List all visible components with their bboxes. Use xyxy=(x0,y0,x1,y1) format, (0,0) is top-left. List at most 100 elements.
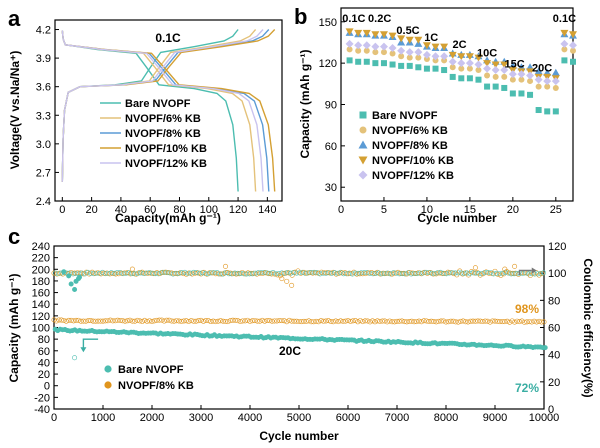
panel-c-capacity-point xyxy=(205,318,211,324)
panel-c-capacity-point xyxy=(134,317,140,323)
panel-c-capacity-point xyxy=(512,319,518,325)
panel-c-capacity-point xyxy=(492,318,498,324)
panel-b-point xyxy=(491,61,500,69)
panel-c-capacity-point xyxy=(166,317,172,323)
panel-b-ylabel: Capacity (mAh g⁻¹) xyxy=(298,49,312,158)
panel-b-point xyxy=(371,42,380,51)
panel-c-ce-point xyxy=(73,278,79,284)
panel-b-point xyxy=(414,36,423,44)
panel-b-ytick-label: 120 xyxy=(319,58,337,70)
panel-b-point xyxy=(535,107,542,114)
panel-c-ytick-right-label: 100 xyxy=(548,268,566,280)
panel-b-legend-marker xyxy=(358,170,368,180)
panel-c-ce-point xyxy=(274,272,280,278)
panel-c-rate-label: 20C xyxy=(279,344,301,358)
panel-c-ce-point xyxy=(466,272,472,278)
panel-c-ytick-right-label: 60 xyxy=(548,323,560,335)
panel-b-point xyxy=(551,68,560,76)
panel-b-point xyxy=(551,77,560,86)
panel-c-capacity-point xyxy=(127,317,133,323)
panel-a-xtick-label: 140 xyxy=(258,204,276,216)
panel-b-point xyxy=(517,70,526,79)
panel-b-point xyxy=(389,61,396,68)
panel-c-capacity-point xyxy=(254,318,260,324)
panel-c-capacity-point xyxy=(294,318,300,324)
panel-b-point xyxy=(500,66,509,75)
panel-c-capacity-point xyxy=(416,318,422,324)
panel-c-ytick-label: -20 xyxy=(34,392,50,404)
panel-c-ce-point xyxy=(502,266,508,272)
panel-c-xtick-label: 1000 xyxy=(91,412,115,424)
panel-c-capacity-point xyxy=(98,318,104,324)
panel-c-capacity-point xyxy=(95,318,101,324)
panel-c-ce-point xyxy=(488,270,494,276)
panel-b-point xyxy=(544,83,551,90)
panel-c-ce-point xyxy=(223,263,229,269)
panel-b-xtick-label: 10 xyxy=(421,204,433,216)
panel-c-capacity-point xyxy=(274,318,280,324)
panel-c-ce-point xyxy=(113,271,119,277)
panel-b-rate-label: 0.2C xyxy=(368,13,391,25)
panel-c-capacity-point xyxy=(267,318,273,324)
panel-c-capacity-point xyxy=(112,318,118,324)
panel-b-point xyxy=(458,65,465,72)
panel-c-left-axis-arrowhead xyxy=(80,347,87,353)
panel-b-point xyxy=(457,53,466,61)
panel-c-ce-point xyxy=(472,265,478,271)
panel-c-capacity-point xyxy=(542,345,548,351)
panel-b-point xyxy=(518,90,525,97)
panel-c-capacity-point xyxy=(122,318,128,324)
panel-c-capacity-point xyxy=(379,318,385,324)
panel-c-capacity-point xyxy=(120,318,126,324)
panel-c-capacity-point xyxy=(436,318,442,324)
panel-c-ce-point xyxy=(76,274,82,280)
panel-b-rate-label: 10C xyxy=(477,47,497,59)
panel-c-capacity-point xyxy=(281,318,287,324)
panel-c-capacity-point xyxy=(433,319,439,325)
panel-a-xlabel: Capacity(mAh g⁻¹) xyxy=(115,211,221,225)
panel-c-ytick-label: 140 xyxy=(32,299,50,311)
panel-b-legend-label: NVOPF/8% KB xyxy=(372,140,448,152)
panel-c-capacity-point xyxy=(303,318,309,324)
panel-c-capacity-point xyxy=(88,318,94,324)
panel-c-capacity-point xyxy=(531,318,537,324)
panel-b-legend-marker xyxy=(358,140,368,149)
panel-c-ce-point xyxy=(289,282,295,288)
panel-b-point xyxy=(379,42,388,51)
panel-c-ce-point xyxy=(468,269,474,275)
panel-b-point xyxy=(362,41,371,50)
panel-c-capacity-point xyxy=(340,318,346,324)
panel-c-capacity-point xyxy=(225,319,231,325)
panel-a-xtick-label: 20 xyxy=(85,204,97,216)
panel-c-capacity-point xyxy=(382,318,388,324)
panel-b-rate-label: 15C xyxy=(504,58,524,70)
panel-b-point xyxy=(422,50,431,59)
panel-b-xtick-label: 20 xyxy=(507,204,519,216)
panel-c-capacity-point xyxy=(178,318,184,324)
panel-b-point xyxy=(372,60,379,67)
panel-c-capacity-point xyxy=(316,319,322,325)
panel-c-ytick-label: -40 xyxy=(34,404,50,416)
panel-b-point xyxy=(355,58,362,65)
panel-c-capacity-point xyxy=(499,319,505,325)
panel-c-capacity-point xyxy=(230,317,236,323)
panel-b-point xyxy=(423,65,430,72)
panel-c-capacity-point xyxy=(357,318,363,324)
panel-c-capacity-point xyxy=(58,317,64,323)
panel-c-ce-point xyxy=(273,271,279,277)
panel-b-point xyxy=(561,57,568,64)
panel-c-capacity-point xyxy=(210,318,216,324)
panel-b-point xyxy=(406,62,413,69)
panel-b-point xyxy=(483,64,492,73)
panel-b-point xyxy=(458,75,465,82)
panel-b-point xyxy=(414,48,423,57)
panel-c-capacity-point xyxy=(467,318,473,324)
panel-a-frame xyxy=(54,19,283,202)
panel-c-ytick-right-label: 120 xyxy=(548,241,566,253)
panel-a-xtick-label: 100 xyxy=(200,204,218,216)
panel-c-ytick-label: 60 xyxy=(38,346,50,358)
panel-c-capacity-point xyxy=(333,318,339,324)
panel-b-point xyxy=(346,57,353,64)
panel-b-point xyxy=(388,43,397,52)
